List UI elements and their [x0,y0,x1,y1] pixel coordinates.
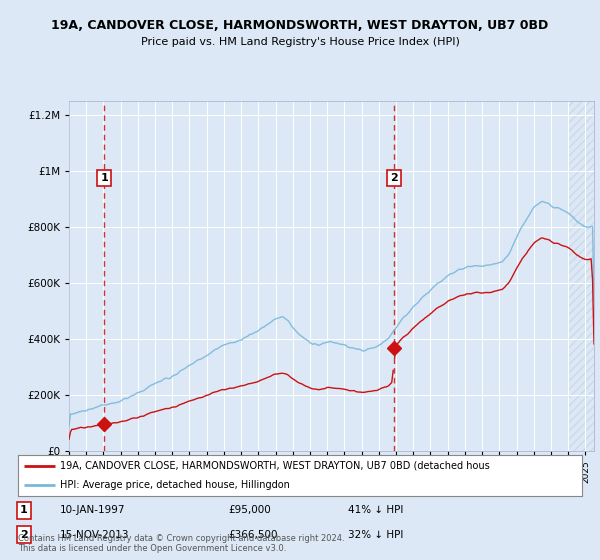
Text: 10-JAN-1997: 10-JAN-1997 [60,506,125,515]
Text: 19A, CANDOVER CLOSE, HARMONDSWORTH, WEST DRAYTON, UB7 0BD (detached hous: 19A, CANDOVER CLOSE, HARMONDSWORTH, WEST… [60,461,490,471]
Text: 1: 1 [100,173,108,183]
Text: 19A, CANDOVER CLOSE, HARMONDSWORTH, WEST DRAYTON, UB7 0BD: 19A, CANDOVER CLOSE, HARMONDSWORTH, WEST… [52,18,548,32]
Text: 32% ↓ HPI: 32% ↓ HPI [348,530,403,539]
Text: Price paid vs. HM Land Registry's House Price Index (HPI): Price paid vs. HM Land Registry's House … [140,37,460,47]
Text: HPI: Average price, detached house, Hillingdon: HPI: Average price, detached house, Hill… [60,479,290,489]
Text: £95,000: £95,000 [228,506,271,515]
Text: 15-NOV-2013: 15-NOV-2013 [60,530,130,539]
Text: 41% ↓ HPI: 41% ↓ HPI [348,506,403,515]
Text: £366,500: £366,500 [228,530,277,539]
Text: 1: 1 [20,506,28,515]
Bar [568,101,600,451]
Text: 2: 2 [390,173,398,183]
Text: 2: 2 [20,530,28,539]
Text: Contains HM Land Registry data © Crown copyright and database right 2024.
This d: Contains HM Land Registry data © Crown c… [18,534,344,553]
